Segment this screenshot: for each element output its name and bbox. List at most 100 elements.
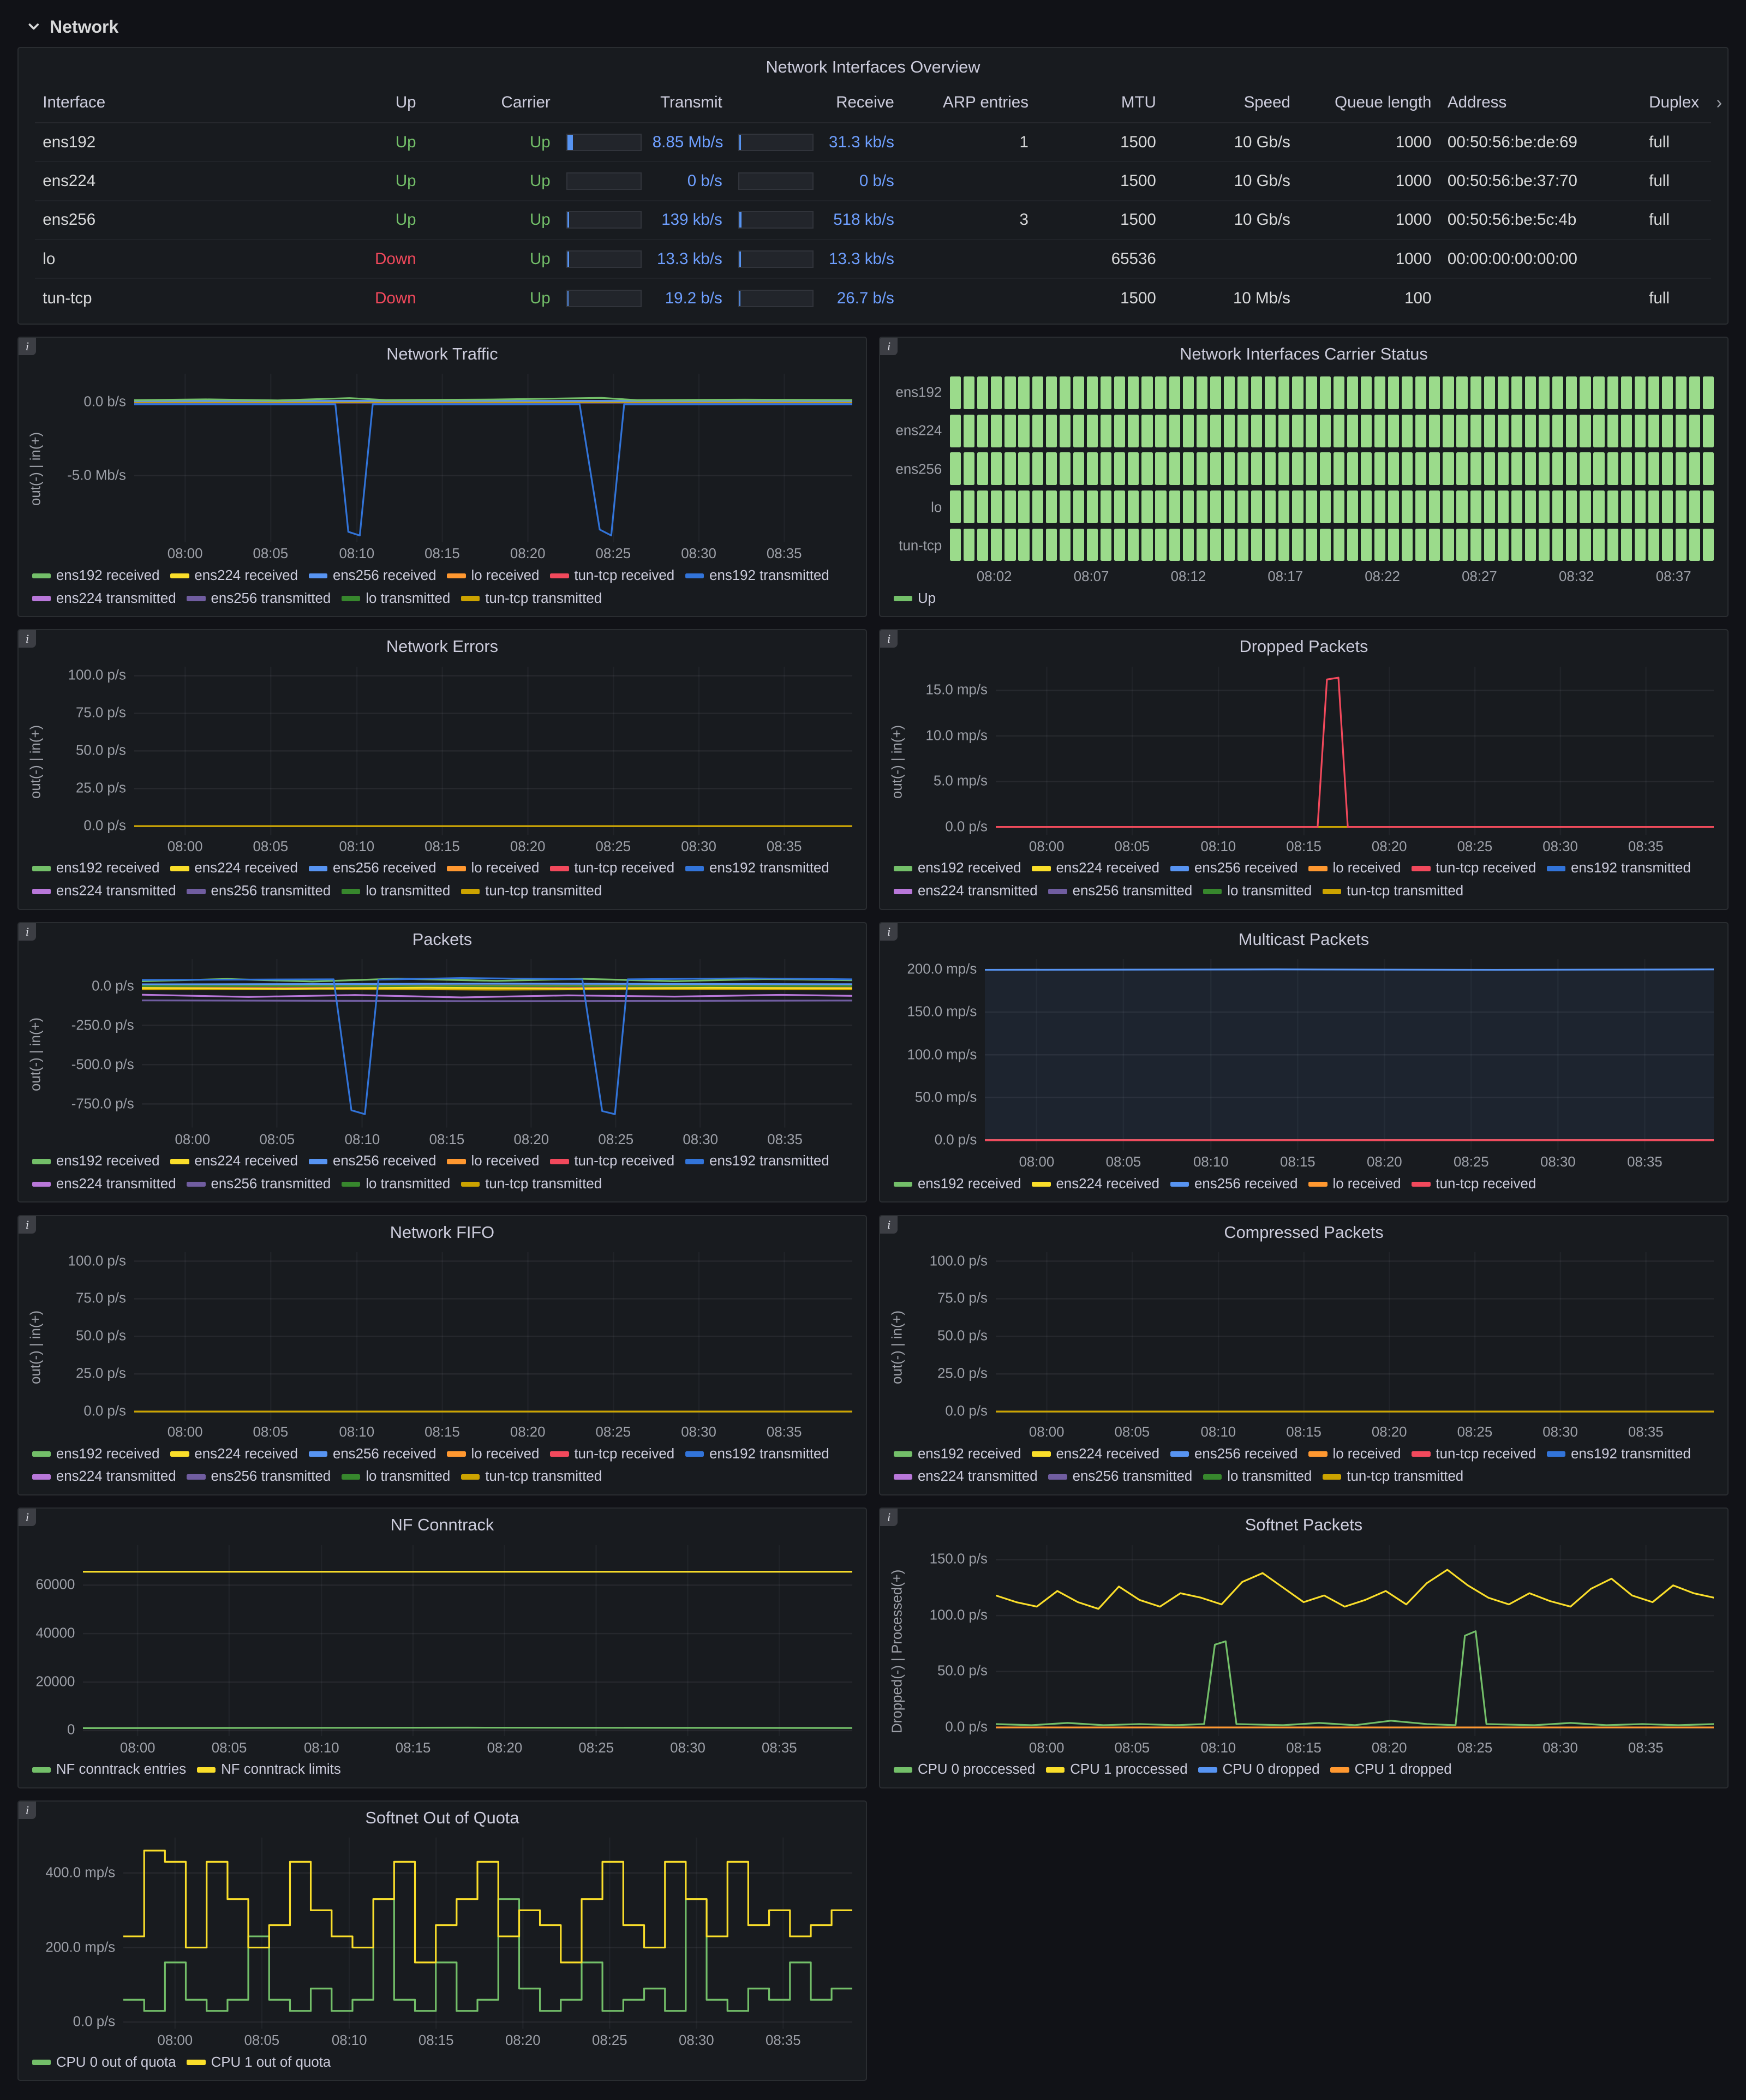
legend-item[interactable]: ens224 transmitted (32, 1174, 176, 1195)
legend-item[interactable]: tun-tcp received (550, 858, 674, 879)
legend-item[interactable]: ens192 received (32, 1444, 160, 1465)
legend-item[interactable]: ens256 transmitted (1048, 881, 1192, 902)
chart-canvas[interactable] (142, 959, 852, 1128)
legend-item[interactable]: ens192 received (32, 1151, 160, 1172)
legend-item[interactable]: tun-tcp transmitted (461, 1466, 602, 1487)
legend-item[interactable]: ens224 transmitted (894, 881, 1038, 902)
legend-item[interactable]: lo transmitted (342, 1466, 450, 1487)
plot-area[interactable] (83, 1545, 852, 1737)
legend-item[interactable]: ens192 received (32, 565, 160, 587)
column-header-mtu[interactable]: MTU (1037, 93, 1164, 112)
legend-item[interactable]: ens192 transmitted (685, 1444, 829, 1465)
legend-item[interactable]: ens256 received (1170, 1444, 1298, 1465)
legend-item[interactable]: ens256 received (309, 565, 436, 587)
legend-item[interactable]: lo received (1308, 1174, 1401, 1195)
panel-title[interactable]: Network Interfaces Carrier Status (880, 338, 1727, 370)
legend-item[interactable]: tun-tcp transmitted (461, 1174, 602, 1195)
legend-item[interactable]: lo received (447, 1151, 539, 1172)
legend-item[interactable]: Up (894, 588, 936, 609)
column-header-interface[interactable]: Interface (35, 93, 290, 112)
column-header-carrier[interactable]: Carrier (424, 93, 558, 112)
legend-item[interactable]: ens192 transmitted (685, 858, 829, 879)
column-header-arp[interactable]: ARP entries (902, 93, 1037, 112)
legend-item[interactable]: ens224 transmitted (32, 881, 176, 902)
legend-item[interactable]: CPU 1 dropped (1330, 1759, 1451, 1780)
column-header-queue[interactable]: Queue length (1299, 93, 1439, 112)
legend-item[interactable]: NF conntrack entries (32, 1759, 187, 1780)
chart-canvas[interactable] (123, 1838, 852, 2029)
legend-item[interactable]: ens192 transmitted (685, 1151, 829, 1172)
legend-item[interactable]: ens192 received (32, 858, 160, 879)
legend-item[interactable]: tun-tcp transmitted (461, 588, 602, 609)
plot-area[interactable] (996, 667, 1714, 835)
plot-area[interactable] (996, 1545, 1714, 1737)
plot-area[interactable] (985, 959, 1714, 1151)
chart-canvas[interactable] (134, 374, 853, 542)
panel-title[interactable]: Multicast Packets (880, 923, 1727, 955)
column-header-duplex[interactable]: Duplex (1641, 93, 1700, 112)
legend-item[interactable]: tun-tcp received (550, 1151, 674, 1172)
panel-title[interactable]: Softnet Packets (880, 1509, 1727, 1541)
info-icon[interactable]: i (880, 338, 898, 355)
legend-item[interactable]: lo transmitted (1203, 1466, 1312, 1487)
legend-item[interactable]: ens256 transmitted (1048, 1466, 1192, 1487)
info-icon[interactable]: i (19, 1509, 36, 1526)
column-header-receive[interactable]: Receive (731, 93, 902, 112)
legend-item[interactable]: ens256 transmitted (187, 1174, 331, 1195)
info-icon[interactable]: i (880, 923, 898, 941)
legend-item[interactable]: lo received (447, 565, 539, 587)
chart-canvas[interactable] (996, 1252, 1714, 1421)
plot-area[interactable] (996, 1252, 1714, 1421)
legend-item[interactable]: ens256 transmitted (187, 1466, 331, 1487)
panel-title[interactable]: Network Traffic (19, 338, 866, 370)
legend-item[interactable]: ens224 transmitted (32, 1466, 176, 1487)
legend-item[interactable]: ens192 transmitted (685, 565, 829, 587)
legend-item[interactable]: ens224 received (170, 1444, 298, 1465)
panel-title[interactable]: NF Conntrack (19, 1509, 866, 1541)
chart-canvas[interactable] (134, 667, 853, 835)
column-header-up[interactable]: Up (290, 93, 424, 112)
legend-item[interactable]: ens256 transmitted (187, 881, 331, 902)
plot-area[interactable] (950, 374, 1714, 565)
legend-item[interactable]: tun-tcp received (1412, 858, 1536, 879)
legend-item[interactable]: lo transmitted (342, 588, 450, 609)
info-icon[interactable]: i (19, 338, 36, 355)
info-icon[interactable]: i (880, 630, 898, 648)
chart-canvas[interactable] (985, 959, 1714, 1151)
info-icon[interactable]: i (19, 630, 36, 648)
legend-item[interactable]: CPU 1 out of quota (187, 2052, 331, 2073)
column-header-speed[interactable]: Speed (1164, 93, 1299, 112)
legend-item[interactable]: ens224 received (170, 858, 298, 879)
legend-item[interactable]: ens224 received (1032, 858, 1159, 879)
panel-title[interactable]: Softnet Out of Quota (19, 1802, 866, 1834)
legend-item[interactable]: ens224 transmitted (32, 588, 176, 609)
legend-item[interactable]: lo received (1308, 1444, 1401, 1465)
legend-item[interactable]: ens192 transmitted (1547, 858, 1691, 879)
panel-title[interactable]: Compressed Packets (880, 1216, 1727, 1248)
legend-item[interactable]: lo received (447, 858, 539, 879)
legend-item[interactable]: ens192 received (894, 1174, 1021, 1195)
chart-canvas[interactable] (83, 1545, 852, 1737)
legend-item[interactable]: CPU 0 proccessed (894, 1759, 1036, 1780)
plot-area[interactable] (123, 1838, 852, 2029)
panel-title[interactable]: Network FIFO (19, 1216, 866, 1248)
legend-item[interactable]: ens224 received (1032, 1444, 1159, 1465)
panel-title[interactable]: Network Errors (19, 630, 866, 662)
legend-item[interactable]: ens192 received (894, 1444, 1021, 1465)
panel-title[interactable]: Dropped Packets (880, 630, 1727, 662)
chart-canvas[interactable] (996, 1545, 1714, 1737)
legend-item[interactable]: lo transmitted (1203, 881, 1312, 902)
legend-item[interactable]: lo received (447, 1444, 539, 1465)
legend-item[interactable]: ens224 received (1032, 1174, 1159, 1195)
legend-item[interactable]: tun-tcp received (1412, 1444, 1536, 1465)
legend-item[interactable]: ens192 transmitted (1547, 1444, 1691, 1465)
chart-canvas[interactable] (134, 1252, 853, 1421)
panel-title[interactable]: Packets (19, 923, 866, 955)
legend-item[interactable]: tun-tcp received (1412, 1174, 1536, 1195)
legend-item[interactable]: CPU 0 dropped (1198, 1759, 1319, 1780)
legend-item[interactable]: ens192 received (894, 858, 1021, 879)
info-icon[interactable]: i (19, 1802, 36, 1819)
chart-canvas[interactable] (996, 667, 1714, 835)
section-row-network[interactable]: Network (17, 7, 1729, 47)
legend-item[interactable]: ens256 received (309, 1151, 436, 1172)
